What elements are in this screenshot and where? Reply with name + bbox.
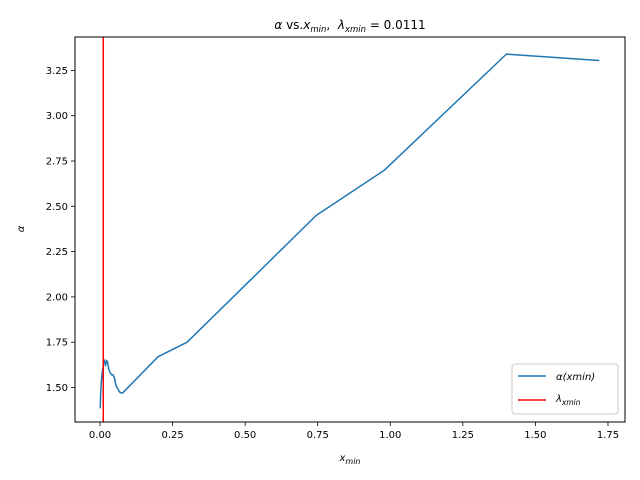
x-tick-label: 1.25: [452, 430, 474, 441]
y-tick-label: 2.25: [46, 247, 68, 258]
title-lambda-sub: xmin: [344, 25, 366, 35]
x-axis-ticks: 0.00 0.25 0.50 0.75 1.00 1.25 1.50 1.75: [89, 422, 619, 441]
y-tick-label: 3.00: [46, 111, 68, 122]
title-x-sub: min: [310, 25, 326, 35]
legend-alpha-prefix: α(: [556, 372, 568, 383]
legend-alpha-mid: xmin: [566, 372, 592, 383]
y-axis-label: α: [16, 225, 27, 232]
series-layer: [99, 37, 600, 422]
y-tick-label: 2.00: [46, 292, 68, 303]
legend-label-lambda: λxmin: [555, 394, 581, 407]
legend-lambda-sub: xmin: [561, 398, 581, 407]
title-lambda: λ: [337, 18, 345, 32]
axes-frame: [74, 36, 626, 423]
x-tick-label: 0.25: [161, 430, 183, 441]
x-tick-label: 1.50: [524, 430, 546, 441]
series-line-alpha: [99, 53, 600, 409]
x-tick-label: 0.50: [234, 430, 256, 441]
y-tick-label: 1.50: [46, 383, 68, 394]
x-tick-label: 1.00: [379, 430, 401, 441]
x-tick-label: 0.00: [89, 430, 111, 441]
x-tick-label: 0.75: [307, 430, 329, 441]
x-axis-label-sub: min: [345, 457, 360, 466]
plot-area: [99, 37, 600, 422]
title-x: x: [302, 18, 311, 32]
chart-title: α vs.xmin, λxmin = 0.0111: [274, 18, 425, 35]
legend: α(xmin) λxmin: [511, 363, 619, 415]
y-tick-label: 2.50: [46, 202, 68, 213]
y-tick-label: 1.75: [46, 338, 68, 349]
legend-lambda-prefix: λ: [555, 394, 562, 405]
legend-alpha-suffix: ): [590, 372, 595, 383]
legend-label-alpha: α(xmin): [556, 372, 595, 383]
y-axis-ticks: 1.50 1.75 2.00 2.25 2.50 2.75 3.00 3.25: [46, 66, 75, 394]
y-tick-label: 3.25: [46, 66, 68, 77]
x-tick-label: 1.75: [597, 430, 619, 441]
title-value: = 0.0111: [366, 18, 426, 32]
title-alpha: α: [274, 18, 282, 32]
title-vs: vs.: [282, 18, 303, 32]
x-axis-label: xmin: [338, 453, 360, 466]
x-axis-label-base: x: [338, 453, 345, 464]
y-tick-label: 2.75: [46, 157, 68, 168]
title-sep: ,: [326, 18, 337, 32]
